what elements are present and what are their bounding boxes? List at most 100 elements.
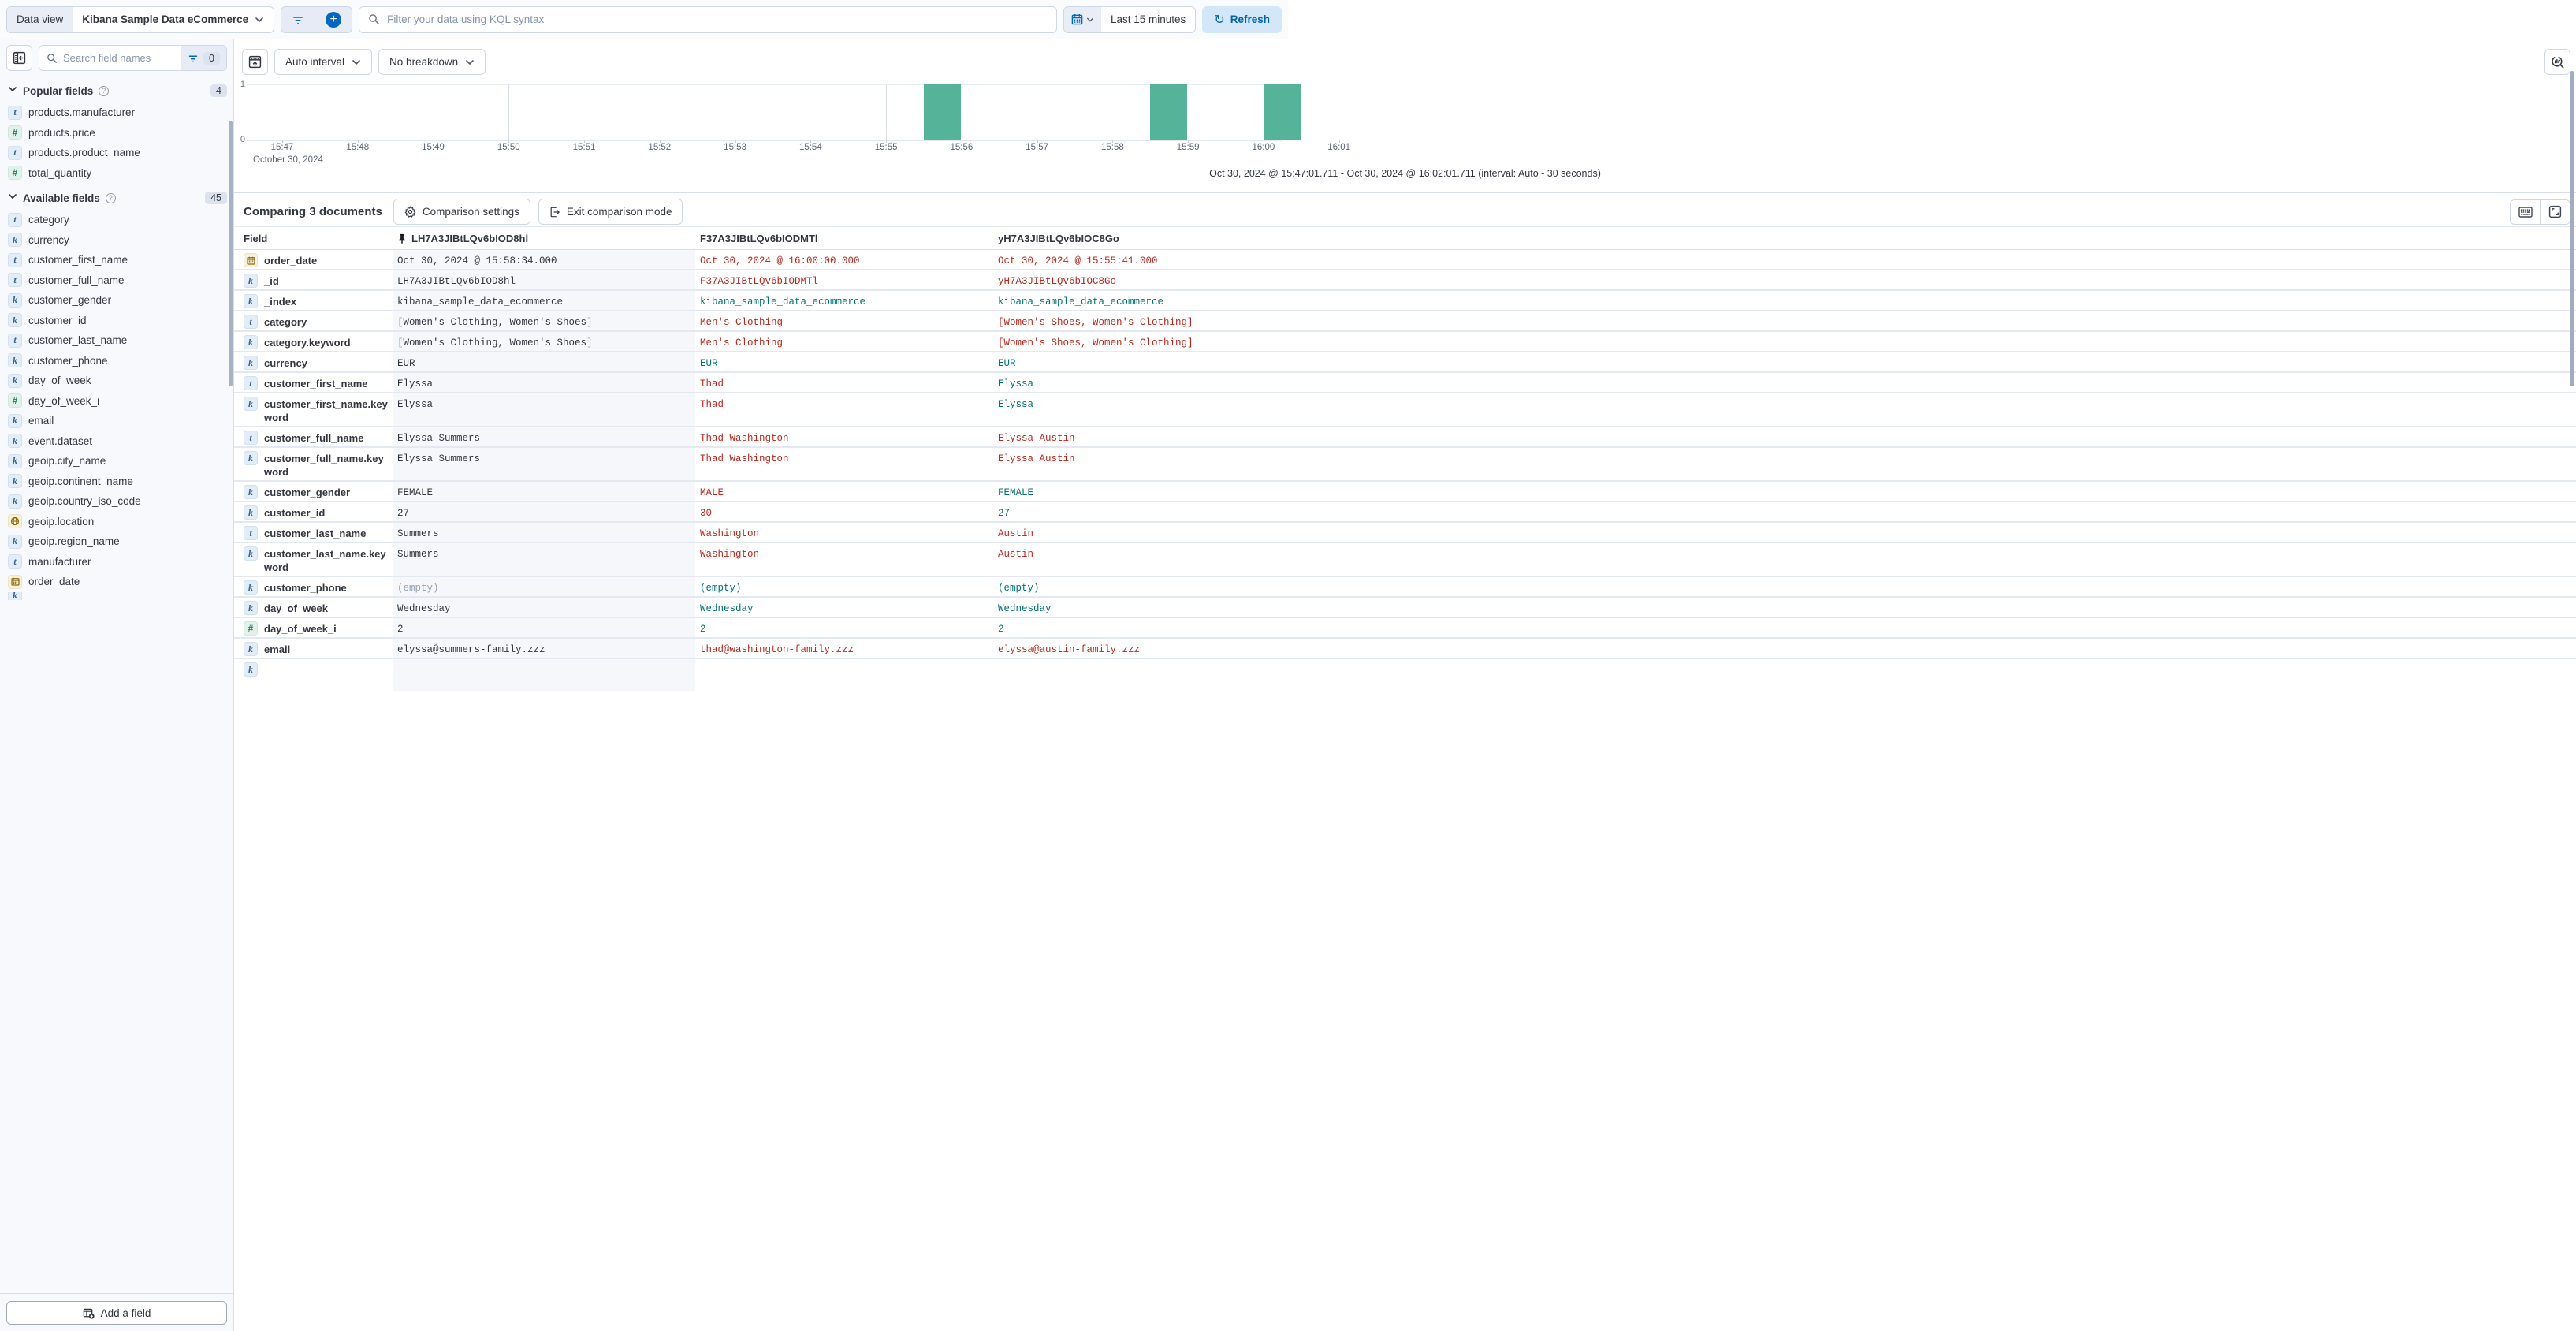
comparison-value-cell[interactable]: Thad <box>695 393 993 426</box>
comparison-value-cell[interactable]: 2 <box>695 618 993 637</box>
base-value-cell[interactable]: elyssa@summers-family.zzz <box>393 639 695 658</box>
comparison-value-cell[interactable]: Oct 30, 2024 @ 15:55:41.000 <box>993 250 2576 269</box>
comparison-value-cell[interactable]: elyssa@austin-family.zzz <box>993 639 2576 658</box>
base-value-cell[interactable]: FEMALE <box>393 482 695 501</box>
base-value-cell[interactable]: Oct 30, 2024 @ 15:58:34.000 <box>393 250 695 269</box>
sidebar-field-order_date[interactable]: order_date <box>6 572 227 592</box>
breakdown-select[interactable]: No breakdown <box>378 49 486 75</box>
kql-query-input[interactable]: Filter your data using KQL syntax <box>359 6 1057 33</box>
interval-select[interactable]: Auto interval <box>274 49 373 75</box>
sidebar-field-geoip.continent_name[interactable]: k geoip.continent_name <box>6 472 227 492</box>
comparison-value-cell[interactable]: Elyssa <box>993 393 2576 426</box>
comparison-value-cell[interactable] <box>993 659 2576 691</box>
base-value-cell[interactable]: [Women's Clothing, Women's Shoes] <box>393 332 695 351</box>
field-section-header[interactable]: Available fields? 45 <box>8 191 227 205</box>
sidebar-field-manufacturer[interactable]: t manufacturer <box>6 552 227 572</box>
sidebar-scrollbar[interactable] <box>229 121 233 386</box>
base-value-cell[interactable]: Elyssa <box>393 373 695 392</box>
add-field-button[interactable]: Add a field <box>6 1301 227 1325</box>
sidebar-field-customer_first_name[interactable]: t customer_first_name <box>6 250 227 270</box>
exit-comparison-button[interactable]: Exit comparison mode <box>538 199 683 225</box>
sidebar-field-day_of_week[interactable]: k day_of_week <box>6 371 227 391</box>
sidebar-field-customer_last_name[interactable]: t customer_last_name <box>6 330 227 351</box>
comparison-value-cell[interactable]: (empty) <box>695 577 993 596</box>
histogram-plot[interactable] <box>247 84 1301 141</box>
comparison-value-cell[interactable]: kibana_sample_data_ecommerce <box>695 291 993 310</box>
sidebar-field-geoip.country_iso_code[interactable]: k geoip.country_iso_code <box>6 491 227 512</box>
comparison-value-cell[interactable]: Oct 30, 2024 @ 16:00:00.000 <box>695 250 993 269</box>
base-value-cell[interactable]: kibana_sample_data_ecommerce <box>393 291 695 310</box>
data-view-value[interactable]: Kibana Sample Data eCommerce <box>73 7 274 32</box>
base-value-cell[interactable]: EUR <box>393 352 695 371</box>
edit-visualization-button[interactable] <box>2544 49 2570 75</box>
sidebar-field-products.price[interactable]: # products.price <box>6 123 227 144</box>
sidebar-field-total_quantity[interactable]: # total_quantity <box>6 163 227 184</box>
field-filters-button[interactable]: 0 <box>181 46 226 70</box>
base-value-cell[interactable]: 27 <box>393 502 695 521</box>
comparison-settings-button[interactable]: Comparison settings <box>393 199 530 225</box>
base-value-cell[interactable]: (empty) <box>393 577 695 596</box>
histogram-bar[interactable] <box>1150 84 1188 140</box>
comparison-value-cell[interactable]: EUR <box>695 352 993 371</box>
table-scrollbar[interactable] <box>2570 71 2574 386</box>
base-value-cell[interactable]: [Women's Clothing, Women's Shoes] <box>393 311 695 330</box>
sidebar-field-products.product_name[interactable]: t products.product_name <box>6 143 227 163</box>
base-value-cell[interactable] <box>393 659 695 691</box>
filter-menu-button[interactable] <box>281 7 315 32</box>
base-value-cell[interactable]: Summers <box>393 523 695 542</box>
base-value-cell[interactable]: LH7A3JIBtLQv6bIOD8hl <box>393 270 695 289</box>
comparison-value-cell[interactable]: Wednesday <box>695 598 993 617</box>
comparison-value-cell[interactable] <box>695 659 993 691</box>
comparison-value-cell[interactable]: 30 <box>695 502 993 521</box>
comparison-value-cell[interactable]: [Women's Shoes, Women's Clothing] <box>993 332 2576 351</box>
comparison-value-cell[interactable]: Men's Clothing <box>695 311 993 330</box>
histogram-bar[interactable] <box>923 84 961 140</box>
comparison-value-cell[interactable]: yH7A3JIBtLQv6bIOC8Go <box>993 270 2576 289</box>
base-value-cell[interactable]: Elyssa Summers <box>393 448 695 480</box>
collapse-sidebar-button[interactable] <box>6 45 32 71</box>
comparison-value-cell[interactable]: Elyssa <box>993 373 2576 392</box>
hide-chart-button[interactable] <box>242 49 268 75</box>
fullscreen-button[interactable] <box>2541 200 2570 224</box>
sidebar-field-customer_full_name[interactable]: t customer_full_name <box>6 270 227 291</box>
sidebar-field-geoip.location[interactable]: geoip.location <box>6 512 227 532</box>
comparison-value-cell[interactable]: thad@washington-family.zzz <box>695 639 993 658</box>
sidebar-field-products.manufacturer[interactable]: t products.manufacturer <box>6 103 227 123</box>
refresh-button[interactable]: ↻ Refresh <box>1202 6 1282 33</box>
keyboard-shortcuts-button[interactable] <box>2511 200 2540 224</box>
comparison-value-cell[interactable]: Men's Clothing <box>695 332 993 351</box>
time-range-value[interactable]: Last 15 minutes <box>1111 13 1186 25</box>
comparison-value-cell[interactable]: Thad Washington <box>695 427 993 446</box>
comparison-value-cell[interactable]: FEMALE <box>993 482 2576 501</box>
data-view-picker[interactable]: Data view Kibana Sample Data eCommerce <box>6 6 275 33</box>
sidebar-field-category[interactable]: t category <box>6 210 227 230</box>
base-value-cell[interactable]: 2 <box>393 618 695 637</box>
comparison-value-cell[interactable]: Elyssa Austin <box>993 448 2576 480</box>
comparison-value-cell[interactable]: MALE <box>695 482 993 501</box>
comparison-value-cell[interactable]: 27 <box>993 502 2576 521</box>
comparison-value-cell[interactable]: Thad <box>695 373 993 392</box>
sidebar-field-customer_gender[interactable]: k customer_gender <box>6 290 227 311</box>
add-filter-button[interactable]: + <box>315 7 352 32</box>
sidebar-field-geoip.region_name[interactable]: k geoip.region_name <box>6 531 227 552</box>
comparison-value-cell[interactable]: (empty) <box>993 577 2576 596</box>
comparison-value-cell[interactable]: Washington <box>695 543 993 576</box>
base-value-cell[interactable]: Wednesday <box>393 598 695 617</box>
sidebar-field-day_of_week_i[interactable]: # day_of_week_i <box>6 391 227 412</box>
sidebar-field-customer_phone[interactable]: k customer_phone <box>6 351 227 371</box>
base-value-cell[interactable]: Summers <box>393 543 695 576</box>
field-section-header[interactable]: Popular fields? 4 <box>8 84 227 98</box>
field-search-input[interactable]: Search field names 0 <box>39 45 227 71</box>
date-quick-menu-button[interactable] <box>1064 6 1101 32</box>
sidebar-field-email[interactable]: k email <box>6 411 227 431</box>
comparison-value-cell[interactable]: F37A3JIBtLQv6bIODMTl <box>695 270 993 289</box>
sidebar-field-currency[interactable]: k currency <box>6 230 227 251</box>
comparison-value-cell[interactable]: kibana_sample_data_ecommerce <box>993 291 2576 310</box>
sidebar-field-customer_id[interactable]: k customer_id <box>6 311 227 331</box>
comparison-value-cell[interactable]: EUR <box>993 352 2576 371</box>
comparison-value-cell[interactable]: Thad Washington <box>695 448 993 480</box>
comparison-value-cell[interactable]: Wednesday <box>993 598 2576 617</box>
comparison-value-cell[interactable]: [Women's Shoes, Women's Clothing] <box>993 311 2576 330</box>
base-value-cell[interactable]: Elyssa <box>393 393 695 426</box>
base-value-cell[interactable]: Elyssa Summers <box>393 427 695 446</box>
